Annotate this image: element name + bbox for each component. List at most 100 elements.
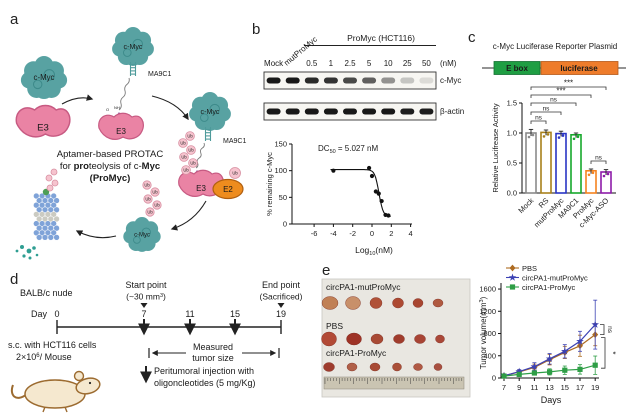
chem-nh: NH	[114, 105, 120, 110]
day-zero: 0	[54, 309, 59, 319]
tumor	[323, 362, 335, 372]
ubiquitin	[178, 138, 188, 148]
svg-text:E3: E3	[196, 184, 206, 193]
category-label: Mock	[516, 196, 535, 215]
y-tick-label: 100	[274, 166, 287, 175]
tumor	[432, 298, 444, 308]
dose-response-chart: -6 -4 -2 0 2 4 0 50 100 150	[274, 140, 412, 238]
bar	[600, 171, 612, 194]
svg-text:c-Myc: c-Myc	[201, 108, 220, 116]
arrow	[170, 200, 207, 231]
e3-ligase: E3	[178, 169, 224, 197]
luciferase-element	[540, 61, 619, 75]
mouse-body	[24, 379, 86, 409]
bar	[555, 132, 567, 194]
actin-bands	[266, 108, 434, 115]
bar	[540, 131, 552, 194]
svg-text:c-Myc: c-Myc	[124, 43, 143, 51]
tumor	[413, 363, 423, 371]
protein-band	[381, 77, 396, 84]
cmyc-protein: c-Myc	[112, 27, 154, 66]
ubiquitin	[150, 187, 160, 197]
y-tick-label: 1.0	[507, 129, 517, 138]
marker-square	[547, 369, 553, 375]
marker-square	[577, 366, 583, 372]
lane-label: 1	[329, 59, 334, 68]
tumor	[433, 363, 443, 371]
svg-text:E2: E2	[223, 185, 233, 194]
significance-label: ***	[564, 79, 573, 88]
y-tick-label: 800	[483, 329, 496, 338]
ubiquitin	[142, 180, 152, 190]
degraded-fragment	[20, 245, 24, 249]
panel-d-experiment-timeline: d BALB/c nude Start point (~30 mm3) End …	[8, 271, 303, 413]
bar-yaxis-label: Relative Lucifrease Activity	[491, 103, 500, 192]
replicate-dot	[576, 135, 580, 139]
significance-bracket	[530, 86, 607, 90]
replicate-dot	[527, 135, 531, 139]
marker-star	[576, 337, 584, 345]
degraded-fragment	[26, 248, 32, 254]
legend-label: circPA1-mutProMyc	[522, 273, 588, 282]
tumor	[321, 296, 339, 310]
panel-label-a: a	[10, 11, 19, 28]
marker-square	[516, 371, 522, 377]
legend-label: PBS	[522, 264, 537, 273]
mouse-tail	[10, 384, 28, 399]
significance-label: ns	[550, 97, 558, 104]
svg-text:Ub: Ub	[147, 210, 153, 215]
mechanism-art: c-MycE3c-MycONHE3c-MycONHE3E2UbUbUbUbUbU…	[15, 27, 244, 260]
marker-square	[592, 362, 598, 368]
ebox-label: E box	[506, 64, 528, 73]
ubiquitin	[50, 168, 58, 176]
plasmid-title: c-Myc Luciferase Reporter Plasmid	[493, 42, 617, 51]
svg-text:Ub: Ub	[152, 190, 158, 195]
x-tick-label: 4	[409, 229, 413, 238]
day-tick-label: 7	[141, 309, 146, 319]
y-tick-label: 1600	[479, 285, 496, 294]
tumor	[369, 362, 381, 372]
replicate-dot	[606, 172, 610, 176]
unit-label: (nM)	[440, 59, 457, 68]
data-point	[369, 173, 375, 179]
caption-line3: (ProMyc)	[90, 173, 131, 184]
ubiquitin	[185, 131, 195, 141]
y-tick-label: 0	[283, 220, 287, 229]
protein-band	[323, 77, 338, 84]
cmyc-protein: c-Myc	[20, 56, 68, 100]
legend-label: circPA1-ProMyc	[522, 283, 575, 292]
fit-curve	[330, 169, 391, 217]
photo-row-label: circPA1-ProMyc	[326, 348, 387, 358]
aptamer-label: MA9C1	[223, 138, 246, 145]
cmyc-bands	[266, 77, 434, 84]
inoculation-line1: s.c. with HCT116 cells	[8, 340, 97, 350]
protein-band	[362, 77, 377, 84]
mouse-model-label: BALB/c nude	[20, 288, 73, 298]
x-tick-label: -2	[349, 229, 356, 238]
start-point-label: Start point	[125, 280, 167, 290]
cmyc-protein: c-Myc	[189, 92, 231, 131]
e2-enzyme: E2	[212, 178, 244, 200]
mouse-eye	[88, 381, 92, 385]
lane-label: 0.5	[306, 59, 318, 68]
x-tick-label: -6	[311, 229, 318, 238]
protein-band	[381, 108, 396, 115]
y-tick-label: 0.0	[507, 189, 517, 198]
excised-tumors	[321, 296, 445, 372]
mouse-illustration	[10, 370, 101, 413]
photo-row-label: PBS	[326, 321, 343, 331]
luciferase-label: luciferase	[560, 64, 598, 73]
tumor	[345, 296, 361, 310]
significance-bracket	[590, 160, 607, 164]
lane-label: Mock	[264, 59, 284, 68]
marker-star	[530, 362, 539, 370]
mouse-feet	[42, 406, 68, 413]
significance-bracket	[600, 324, 605, 335]
y-tick-label: 0.5	[507, 159, 517, 168]
bar	[525, 132, 537, 194]
ubiquitin	[181, 165, 191, 175]
degraded-fragment	[22, 254, 26, 258]
marker-square	[509, 284, 516, 290]
tumor	[393, 334, 405, 344]
mouse-ear	[73, 370, 85, 382]
